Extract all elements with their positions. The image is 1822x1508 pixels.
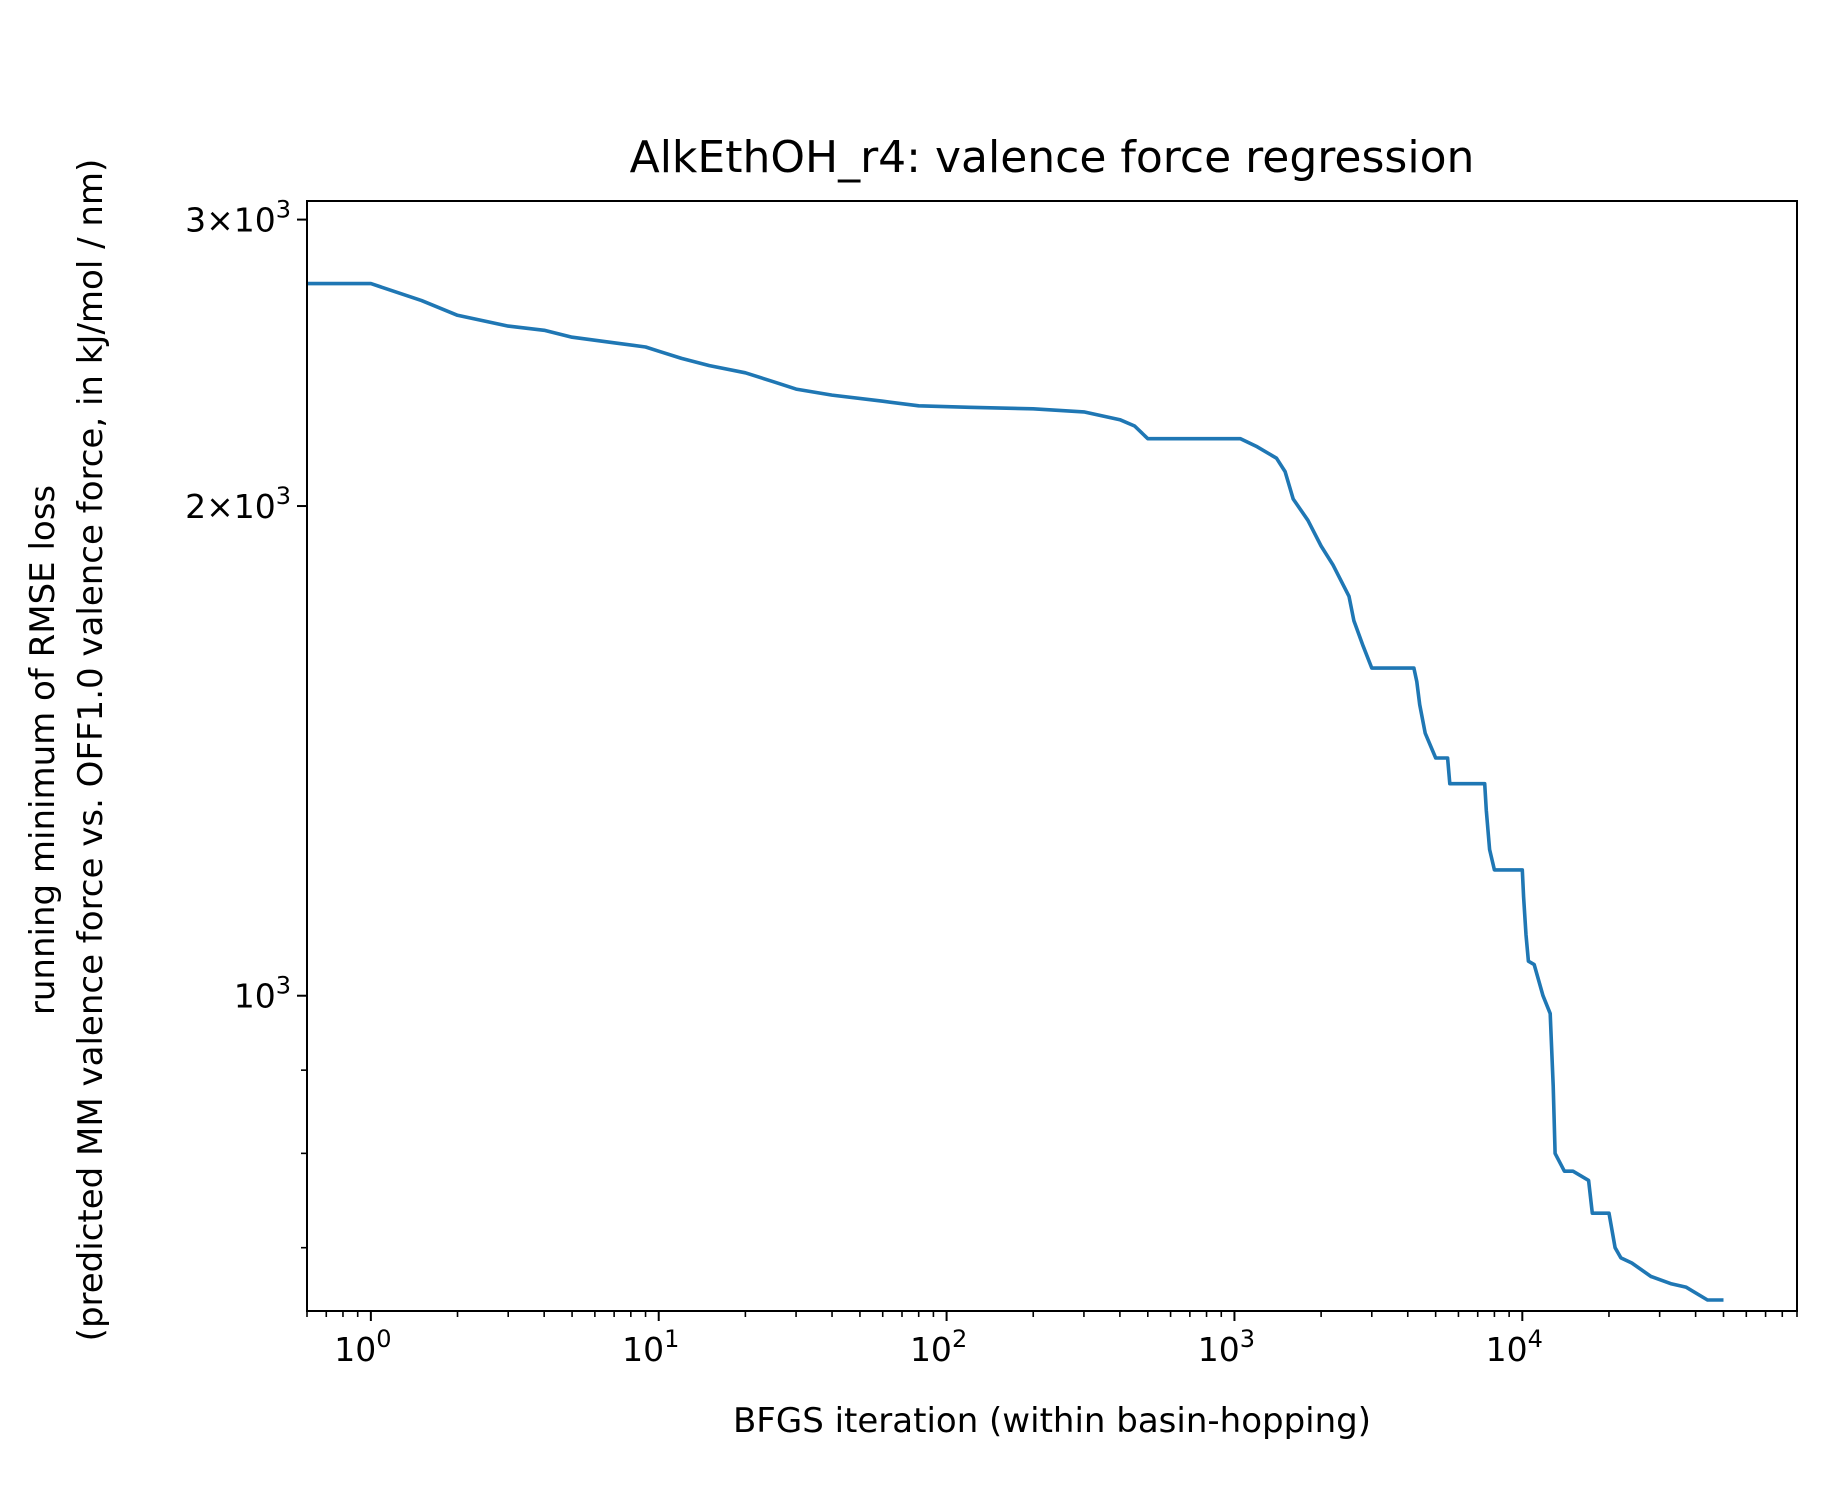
y-major-ticks: 103 2×103 3×103 — [185, 196, 307, 1016]
x-tick-label-2: 102 — [910, 1325, 967, 1369]
y-axis-label: running minimum of RMSE loss (predicted … — [23, 159, 111, 1342]
rmse-loss-line — [307, 281, 1724, 1302]
plot-frame — [306, 200, 1798, 1312]
y-axis-label-line-2: (predicted MM valence force vs. OFF1.0 v… — [71, 159, 111, 1342]
x-tick-label-3: 103 — [1198, 1325, 1255, 1369]
chart-title: AlkEthOH_r4: valence force regression — [630, 132, 1475, 183]
x-axis-label: BFGS iteration (within basin-hopping) — [733, 1401, 1371, 1441]
x-major-ticks: 100 101 102 103 104 — [334, 1311, 1543, 1369]
y-tick-label-2: 3×103 — [185, 196, 291, 240]
x-tick-label-0: 100 — [334, 1325, 391, 1369]
x-tick-label-4: 104 — [1486, 1325, 1543, 1369]
y-tick-label-1: 2×103 — [185, 482, 291, 526]
y-axis-label-line-1: running minimum of RMSE loss — [23, 485, 63, 1015]
y-tick-label-0: 103 — [234, 972, 291, 1016]
x-tick-label-1: 101 — [622, 1325, 679, 1369]
